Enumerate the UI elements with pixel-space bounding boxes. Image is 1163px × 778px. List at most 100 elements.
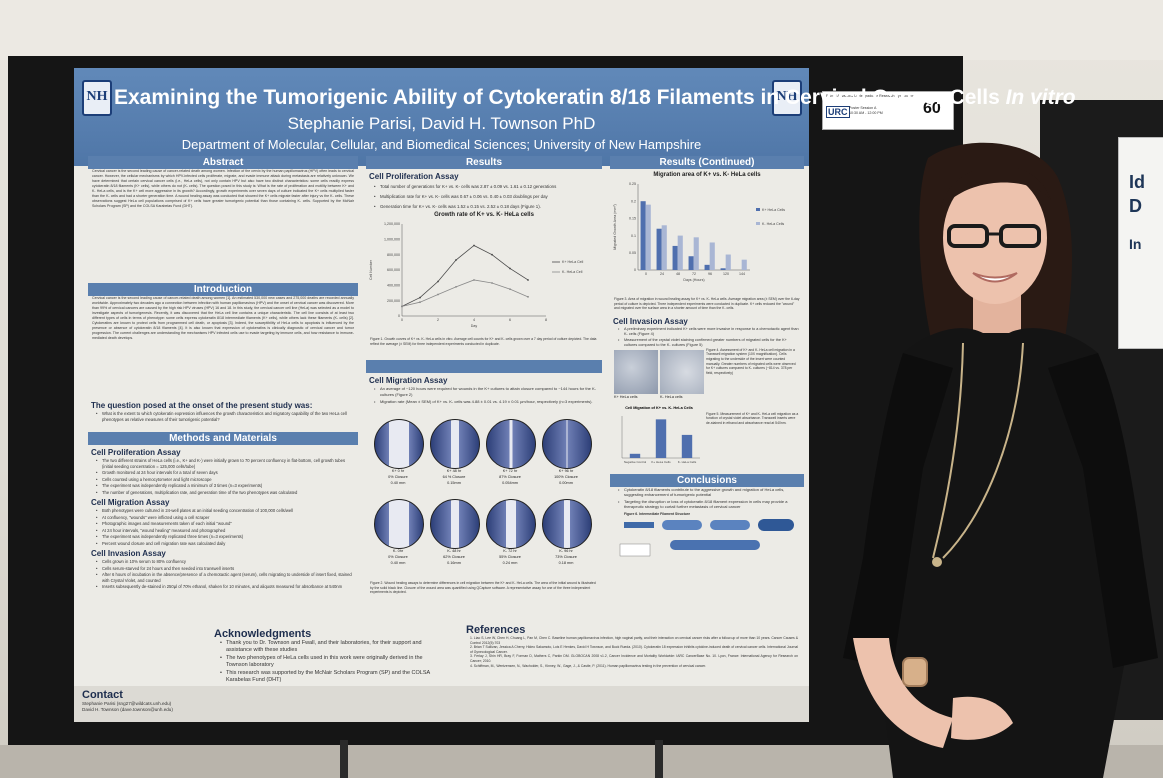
reference-item: 1. Liao S, Lee W, Chen H, Chuang L, Pan … xyxy=(470,636,798,645)
wound-healing-wells: K+ 0 hr 0% Closure 0.40 mm K+ 48 hr 64 % Clo… xyxy=(366,419,602,579)
well-label: 0.40 mm xyxy=(390,561,406,566)
list-item: Thank you to Dr. Townson and Fwall, and … xyxy=(220,640,445,654)
left-column: Abstract Cervical cancer is the second l… xyxy=(88,156,358,591)
x-tick-label: 96 xyxy=(708,272,712,276)
poster-header: NH NH Examining the Tumorigenic Ability … xyxy=(74,68,1076,166)
well-label: 64 % Closure xyxy=(442,475,466,480)
y-tick-label: 1,000,000 xyxy=(384,238,400,242)
y-axis-label: Migrated Growth Area (mm²) xyxy=(613,204,617,250)
x-tick-label: Negative Control xyxy=(624,460,647,464)
list-item: Cells counted using a hemocytometer and … xyxy=(96,477,354,483)
data-point xyxy=(491,282,493,284)
poster-title-main: Examining the Tumorigenic Ability of Cyt… xyxy=(114,86,1006,109)
well-label: 0% Closure xyxy=(388,555,408,560)
x-tick-label: 0 xyxy=(401,318,403,322)
well-label: K- 48 hr xyxy=(447,549,461,554)
y-tick-label: 0.05 xyxy=(629,251,636,255)
list-item: A preliminary experiment indicated K+ ce… xyxy=(618,327,800,337)
question-text: What is the extent to which cytokeratin … xyxy=(96,411,354,422)
x-axis-label: Day xyxy=(471,324,478,328)
list-item: An average of ~120 hours were required f… xyxy=(374,386,598,398)
y-tick-label: 0.1 xyxy=(631,234,636,238)
urc-logo: URC xyxy=(826,106,850,118)
growth-chart: 0 200,000 400,000 600,000 800,000 1,000,000 1,… xyxy=(369,222,583,328)
list-item: At confluency, "wounds" were inflicted u… xyxy=(96,515,354,521)
filament-diagram xyxy=(619,519,794,557)
x-tick-label: 120 xyxy=(723,272,729,276)
y-tick-label: 400,000 xyxy=(387,284,400,288)
invasion-chart-title: Cell Migration of K+ vs. K- HeLa Cells xyxy=(625,405,693,410)
well-image xyxy=(542,419,592,470)
acknowledgments-heading: Acknowledgments xyxy=(214,628,312,640)
migration-chart-title: Migration area of K+ vs. K- HeLa cells xyxy=(653,172,761,178)
board-stand-right xyxy=(655,740,663,778)
bar xyxy=(725,254,731,270)
x-tick-label: 72 xyxy=(692,272,696,276)
list-item: Migration rate (Mean ± SEM) of K+ vs. K-… xyxy=(374,399,598,405)
data-point xyxy=(419,296,421,299)
x-tick-label: 144 xyxy=(739,272,745,276)
data-point xyxy=(401,305,403,308)
list-item: Targeting the disruption or loss of cyto… xyxy=(618,499,800,510)
figure-1-caption: Figure 1. Growth curves of K+ vs. K- HeL… xyxy=(370,337,597,346)
data-point xyxy=(473,279,475,281)
glasses-icon-right xyxy=(999,224,1041,248)
bar xyxy=(693,237,699,270)
legend-swatch xyxy=(756,222,760,225)
legend-entry: K- HeLa Cells xyxy=(762,222,784,226)
well-image xyxy=(542,499,592,550)
figure-4-caption: Figure 4. Assessment of K+ and K- HeLa c… xyxy=(706,347,796,375)
list-item: Growth monitored at 24 hour intervals fo… xyxy=(96,470,354,476)
bar xyxy=(640,201,646,270)
presenter xyxy=(843,142,1158,778)
data-point xyxy=(527,279,529,281)
glasses-icon xyxy=(947,224,989,248)
session-name: Poster Session A xyxy=(849,106,877,110)
y-tick-label: 0 xyxy=(398,314,400,318)
x-tick-label: 2 xyxy=(437,318,439,322)
well-label: K- 0hr xyxy=(392,549,404,554)
presenter-blazer-left xyxy=(843,353,953,668)
results-continued-heading: Results (Continued) xyxy=(610,156,804,169)
migration-chart: 0 0.05 0.1 0.15 0.2 0.25 0 24 48 72 96 120 144 Migrat… xyxy=(613,182,785,282)
conclusions-list: Cytokeratin 8/18 filaments contribute to… xyxy=(618,487,800,510)
well-label: 62% Closure xyxy=(443,555,465,560)
well-label: K- 96 hr xyxy=(559,549,573,554)
poster-title: Examining the Tumorigenic Ability of Cyt… xyxy=(114,86,1076,110)
list-item: The two phenotypes of HeLa cells used in… xyxy=(220,655,445,669)
bar xyxy=(677,235,683,270)
bar xyxy=(704,264,710,270)
list-item: The experiment was independently replica… xyxy=(96,534,354,540)
bar xyxy=(672,245,678,270)
figure-5-caption: Figure 5. Measurement of K+ and K- HeLa … xyxy=(706,411,799,425)
data-point xyxy=(491,253,493,256)
introduction-heading: Introduction xyxy=(88,283,358,296)
y-tick-label: 0.2 xyxy=(631,199,636,203)
session-info: Poster Session A 10:30 AM - 12:00 PM xyxy=(849,106,883,116)
list-item: The experiment was independently replica… xyxy=(96,483,354,489)
board-stand-left xyxy=(340,740,348,778)
x-tick-label: 48 xyxy=(676,272,680,276)
invasion-chart: Negative Control K+ HeLa Cells K- HeLa Cel… xyxy=(621,415,700,464)
presenter-face xyxy=(943,172,1047,304)
bar xyxy=(661,225,667,270)
list-item: Photographic images and measurements tak… xyxy=(96,521,354,527)
data-point xyxy=(455,285,457,288)
methods-heading: Methods and Materials xyxy=(88,432,358,445)
x-tick-label: 4 xyxy=(473,318,475,322)
methods-invasion-list: Cells grown in 10% serum to 80% confluen… xyxy=(96,559,354,590)
list-item: Inserts subsequently de-stained in 250µl… xyxy=(96,584,354,590)
contact-line-2: David H. Townson (dave.townson@unh.edu) xyxy=(82,707,173,712)
poster-authors: Stephanie Parisi, David H. Townson PhD xyxy=(287,114,596,133)
poster-footer: Contact Stephanie Parisi (sng27@wildcats… xyxy=(74,686,809,722)
y-tick-label: 0.15 xyxy=(629,217,636,221)
presenter-smile xyxy=(972,272,1018,283)
unh-logo-left: NH xyxy=(82,80,112,116)
figure-3-caption: Figure 3. Area of migration in wound hea… xyxy=(614,297,800,311)
y-tick-label: 800,000 xyxy=(387,253,400,257)
poster-department: Department of Molecular, Cellular, and B… xyxy=(181,137,702,152)
methods-proliferation-heading: Cell Proliferation Assay xyxy=(91,448,181,457)
well-image xyxy=(374,499,424,550)
references-heading: References xyxy=(466,624,526,636)
data-point xyxy=(509,288,511,291)
